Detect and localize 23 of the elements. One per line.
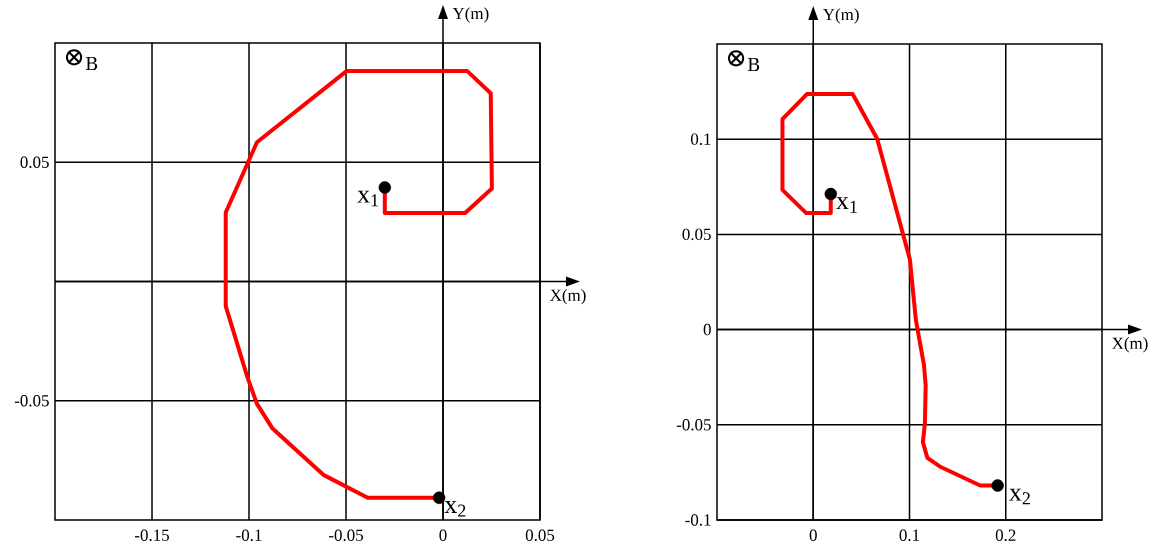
annotation: ⊗$_{B}$ (727, 50, 760, 72)
x-tick-label: 0 (439, 529, 447, 541)
x-tick-label: 0.2 (995, 529, 1016, 541)
y-tick-label: -0.05 (676, 419, 711, 431)
annotation: x$_{2}$ (1009, 488, 1030, 505)
annotation: x$_{1}$ (836, 197, 857, 213)
y-axis-title: Y(m) (822, 8, 859, 24)
y-tick-label: 0 (703, 323, 711, 336)
y-tick-label: 0.05 (682, 228, 711, 241)
annotation: ⊗$_{B}$ (65, 49, 98, 71)
y-tick-label: -0.1 (685, 514, 711, 526)
x-tick-label: 0.05 (525, 529, 555, 541)
x-axis-title: X(m) (1112, 337, 1148, 353)
x-tick-label: -0.1 (236, 529, 262, 541)
x-tick-label: 0.1 (899, 529, 920, 541)
x-tick-label: -0.15 (135, 529, 169, 541)
y-axis-title: Y(m) (452, 7, 489, 23)
x-tick-label: 0 (809, 529, 817, 541)
annotation: x$_{1}$ (357, 190, 379, 207)
x-tick-label: -0.05 (329, 529, 363, 541)
x-axis-title: X(m) (550, 289, 586, 305)
y-tick-label: 0.1 (690, 133, 711, 145)
annotation: x$_{2}$ (444, 501, 466, 517)
